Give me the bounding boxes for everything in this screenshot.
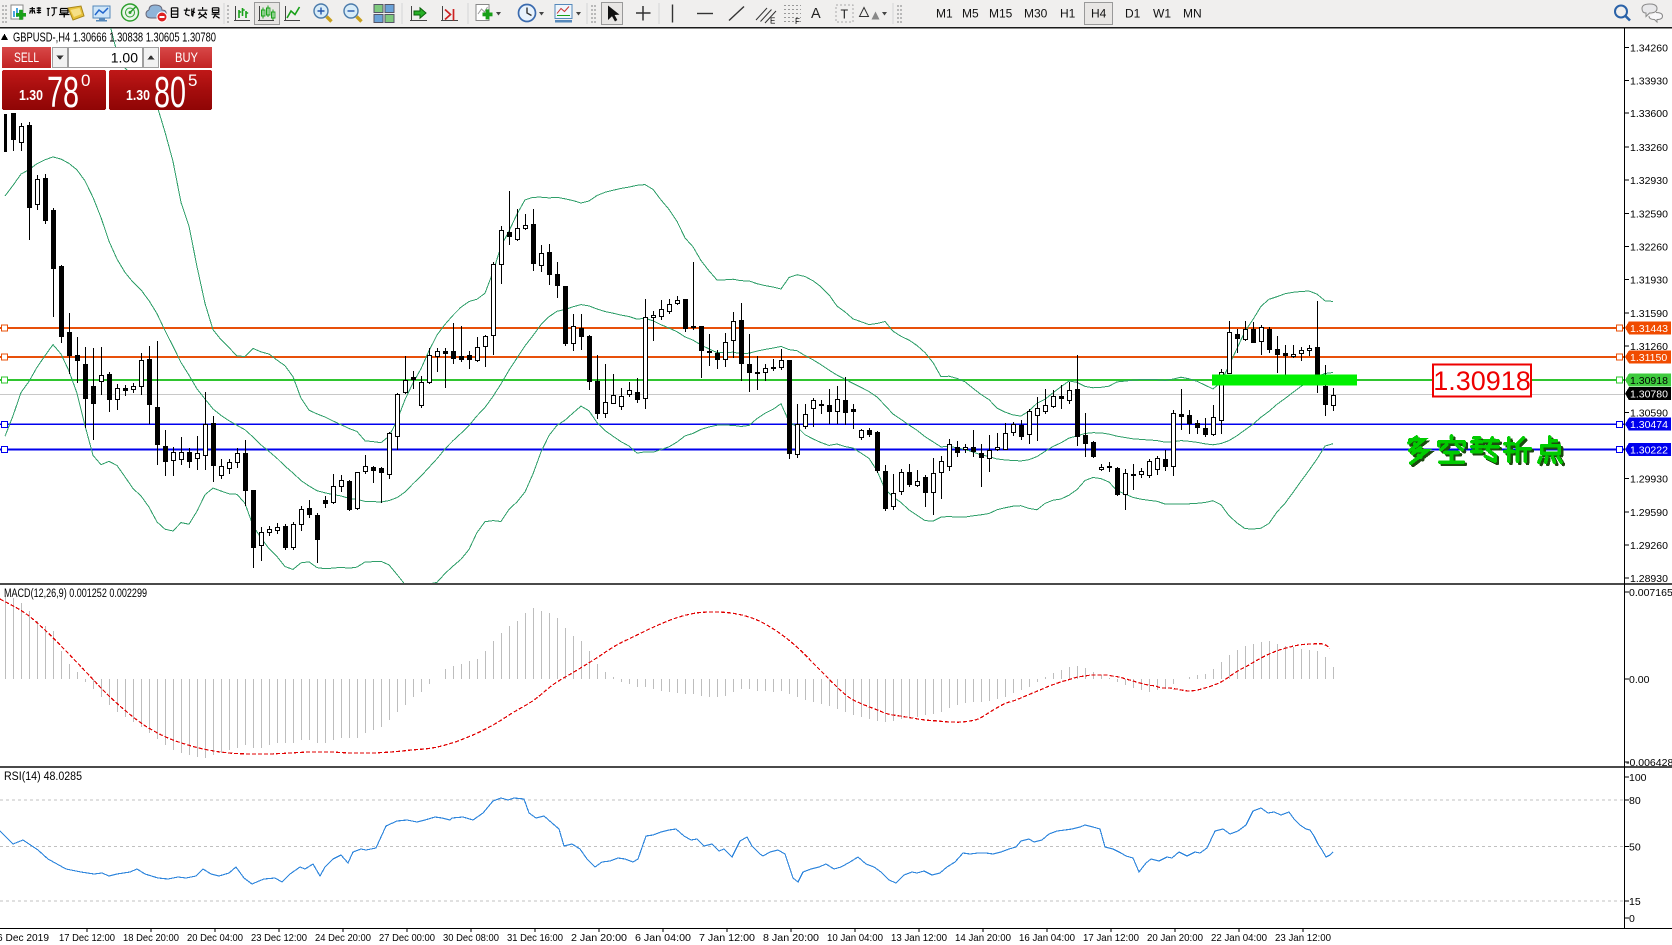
svg-text:A: A [811,6,821,22]
svg-text:80: 80 [154,68,186,117]
svg-text:10 Jan 04:00: 10 Jan 04:00 [827,932,883,944]
svg-text:7 Jan 12:00: 7 Jan 12:00 [699,932,755,944]
svg-text:18 Dec 20:00: 18 Dec 20:00 [123,932,179,944]
svg-text:50: 50 [1629,841,1641,853]
svg-text:16 Jan 04:00: 16 Jan 04:00 [1019,932,1075,944]
svg-text:H4: H4 [1091,7,1107,21]
svg-text:1.28930: 1.28930 [1630,573,1668,585]
svg-text:1.30474: 1.30474 [1630,419,1668,431]
svg-text:1.31150: 1.31150 [1630,352,1667,364]
svg-text:1.30: 1.30 [126,87,150,104]
svg-text:1.30780: 1.30780 [1630,389,1668,401]
svg-text:0: 0 [1629,913,1635,925]
svg-text:1.31930: 1.31930 [1630,274,1668,286]
svg-text:20 Jan 20:00: 20 Jan 20:00 [1147,932,1203,944]
svg-text:1.29930: 1.29930 [1630,473,1668,485]
svg-text:RSI(14) 48.0285: RSI(14) 48.0285 [4,771,82,783]
svg-text:MN: MN [1183,7,1202,21]
svg-text:1.31260: 1.31260 [1630,341,1668,353]
svg-text:M15: M15 [989,7,1013,21]
svg-text:M5: M5 [962,7,979,21]
svg-text:1.00: 1.00 [111,50,138,66]
svg-text:1.34260: 1.34260 [1630,43,1668,55]
svg-text:15: 15 [1629,896,1641,908]
svg-text:MACD(12,26,9) 0.001252 0.00229: MACD(12,26,9) 0.001252 0.002299 [4,588,147,600]
svg-text:1.32260: 1.32260 [1630,242,1668,254]
svg-text:30 Dec 08:00: 30 Dec 08:00 [443,932,499,944]
svg-text:F: F [795,17,800,26]
svg-text:0: 0 [81,71,90,90]
svg-text:1.31590: 1.31590 [1630,308,1668,320]
svg-text:100: 100 [1629,772,1647,784]
svg-text:22 Jan 04:00: 22 Jan 04:00 [1211,932,1267,944]
svg-text:1.33930: 1.33930 [1630,75,1668,87]
svg-text:1.32590: 1.32590 [1630,209,1668,221]
svg-text:13 Jan 12:00: 13 Jan 12:00 [891,932,947,944]
svg-text:24 Dec 20:00: 24 Dec 20:00 [315,932,371,944]
svg-text:M30: M30 [1024,7,1048,21]
svg-text:6 Dec 2019: 6 Dec 2019 [0,932,49,944]
svg-text:78: 78 [47,68,79,117]
svg-text:D1: D1 [1125,7,1141,21]
svg-text:6 Jan 04:00: 6 Jan 04:00 [635,932,691,944]
svg-text:17 Dec 12:00: 17 Dec 12:00 [59,932,115,944]
svg-text:20 Dec 04:00: 20 Dec 04:00 [187,932,243,944]
svg-text:1.31443: 1.31443 [1630,323,1668,335]
svg-text:T: T [841,8,849,22]
svg-text:H1: H1 [1060,7,1076,21]
svg-text:1.29260: 1.29260 [1630,540,1668,552]
svg-text:1.30: 1.30 [19,87,43,104]
svg-text:1.29590: 1.29590 [1630,507,1668,519]
svg-text:31 Dec 16:00: 31 Dec 16:00 [507,932,563,944]
svg-text:1.33600: 1.33600 [1630,108,1668,120]
svg-text:23 Jan 12:00: 23 Jan 12:00 [1275,932,1331,944]
svg-text:2 Jan 20:00: 2 Jan 20:00 [571,932,627,944]
svg-text:1.33260: 1.33260 [1630,142,1668,154]
svg-text:8 Jan 20:00: 8 Jan 20:00 [763,932,819,944]
svg-text:1.30590: 1.30590 [1630,408,1668,420]
svg-text:E: E [770,17,775,26]
svg-text:1.30222: 1.30222 [1630,444,1668,456]
svg-text:27 Dec 00:00: 27 Dec 00:00 [379,932,435,944]
svg-text:BUY: BUY [175,50,198,65]
svg-text:0.00: 0.00 [1629,674,1650,686]
svg-text:M1: M1 [936,7,953,21]
svg-text:SELL: SELL [14,50,39,65]
svg-text:W1: W1 [1153,7,1171,21]
svg-text:1.30918: 1.30918 [1630,375,1668,387]
svg-text:-0.006428: -0.006428 [1626,757,1672,769]
svg-text:5: 5 [188,71,197,90]
svg-text:1.32930: 1.32930 [1630,175,1668,187]
svg-text:1.30918: 1.30918 [1433,366,1531,396]
svg-text:17 Jan 12:00: 17 Jan 12:00 [1083,932,1139,944]
svg-text:80: 80 [1629,795,1641,807]
svg-text:23 Dec 12:00: 23 Dec 12:00 [251,932,307,944]
svg-text:14 Jan 20:00: 14 Jan 20:00 [955,932,1011,944]
svg-text:0.007165: 0.007165 [1629,587,1672,599]
svg-text:GBPUSD-,H4 1.30666 1.30838 1.: GBPUSD-,H4 1.30666 1.30838 1.30605 1.307… [13,31,216,45]
